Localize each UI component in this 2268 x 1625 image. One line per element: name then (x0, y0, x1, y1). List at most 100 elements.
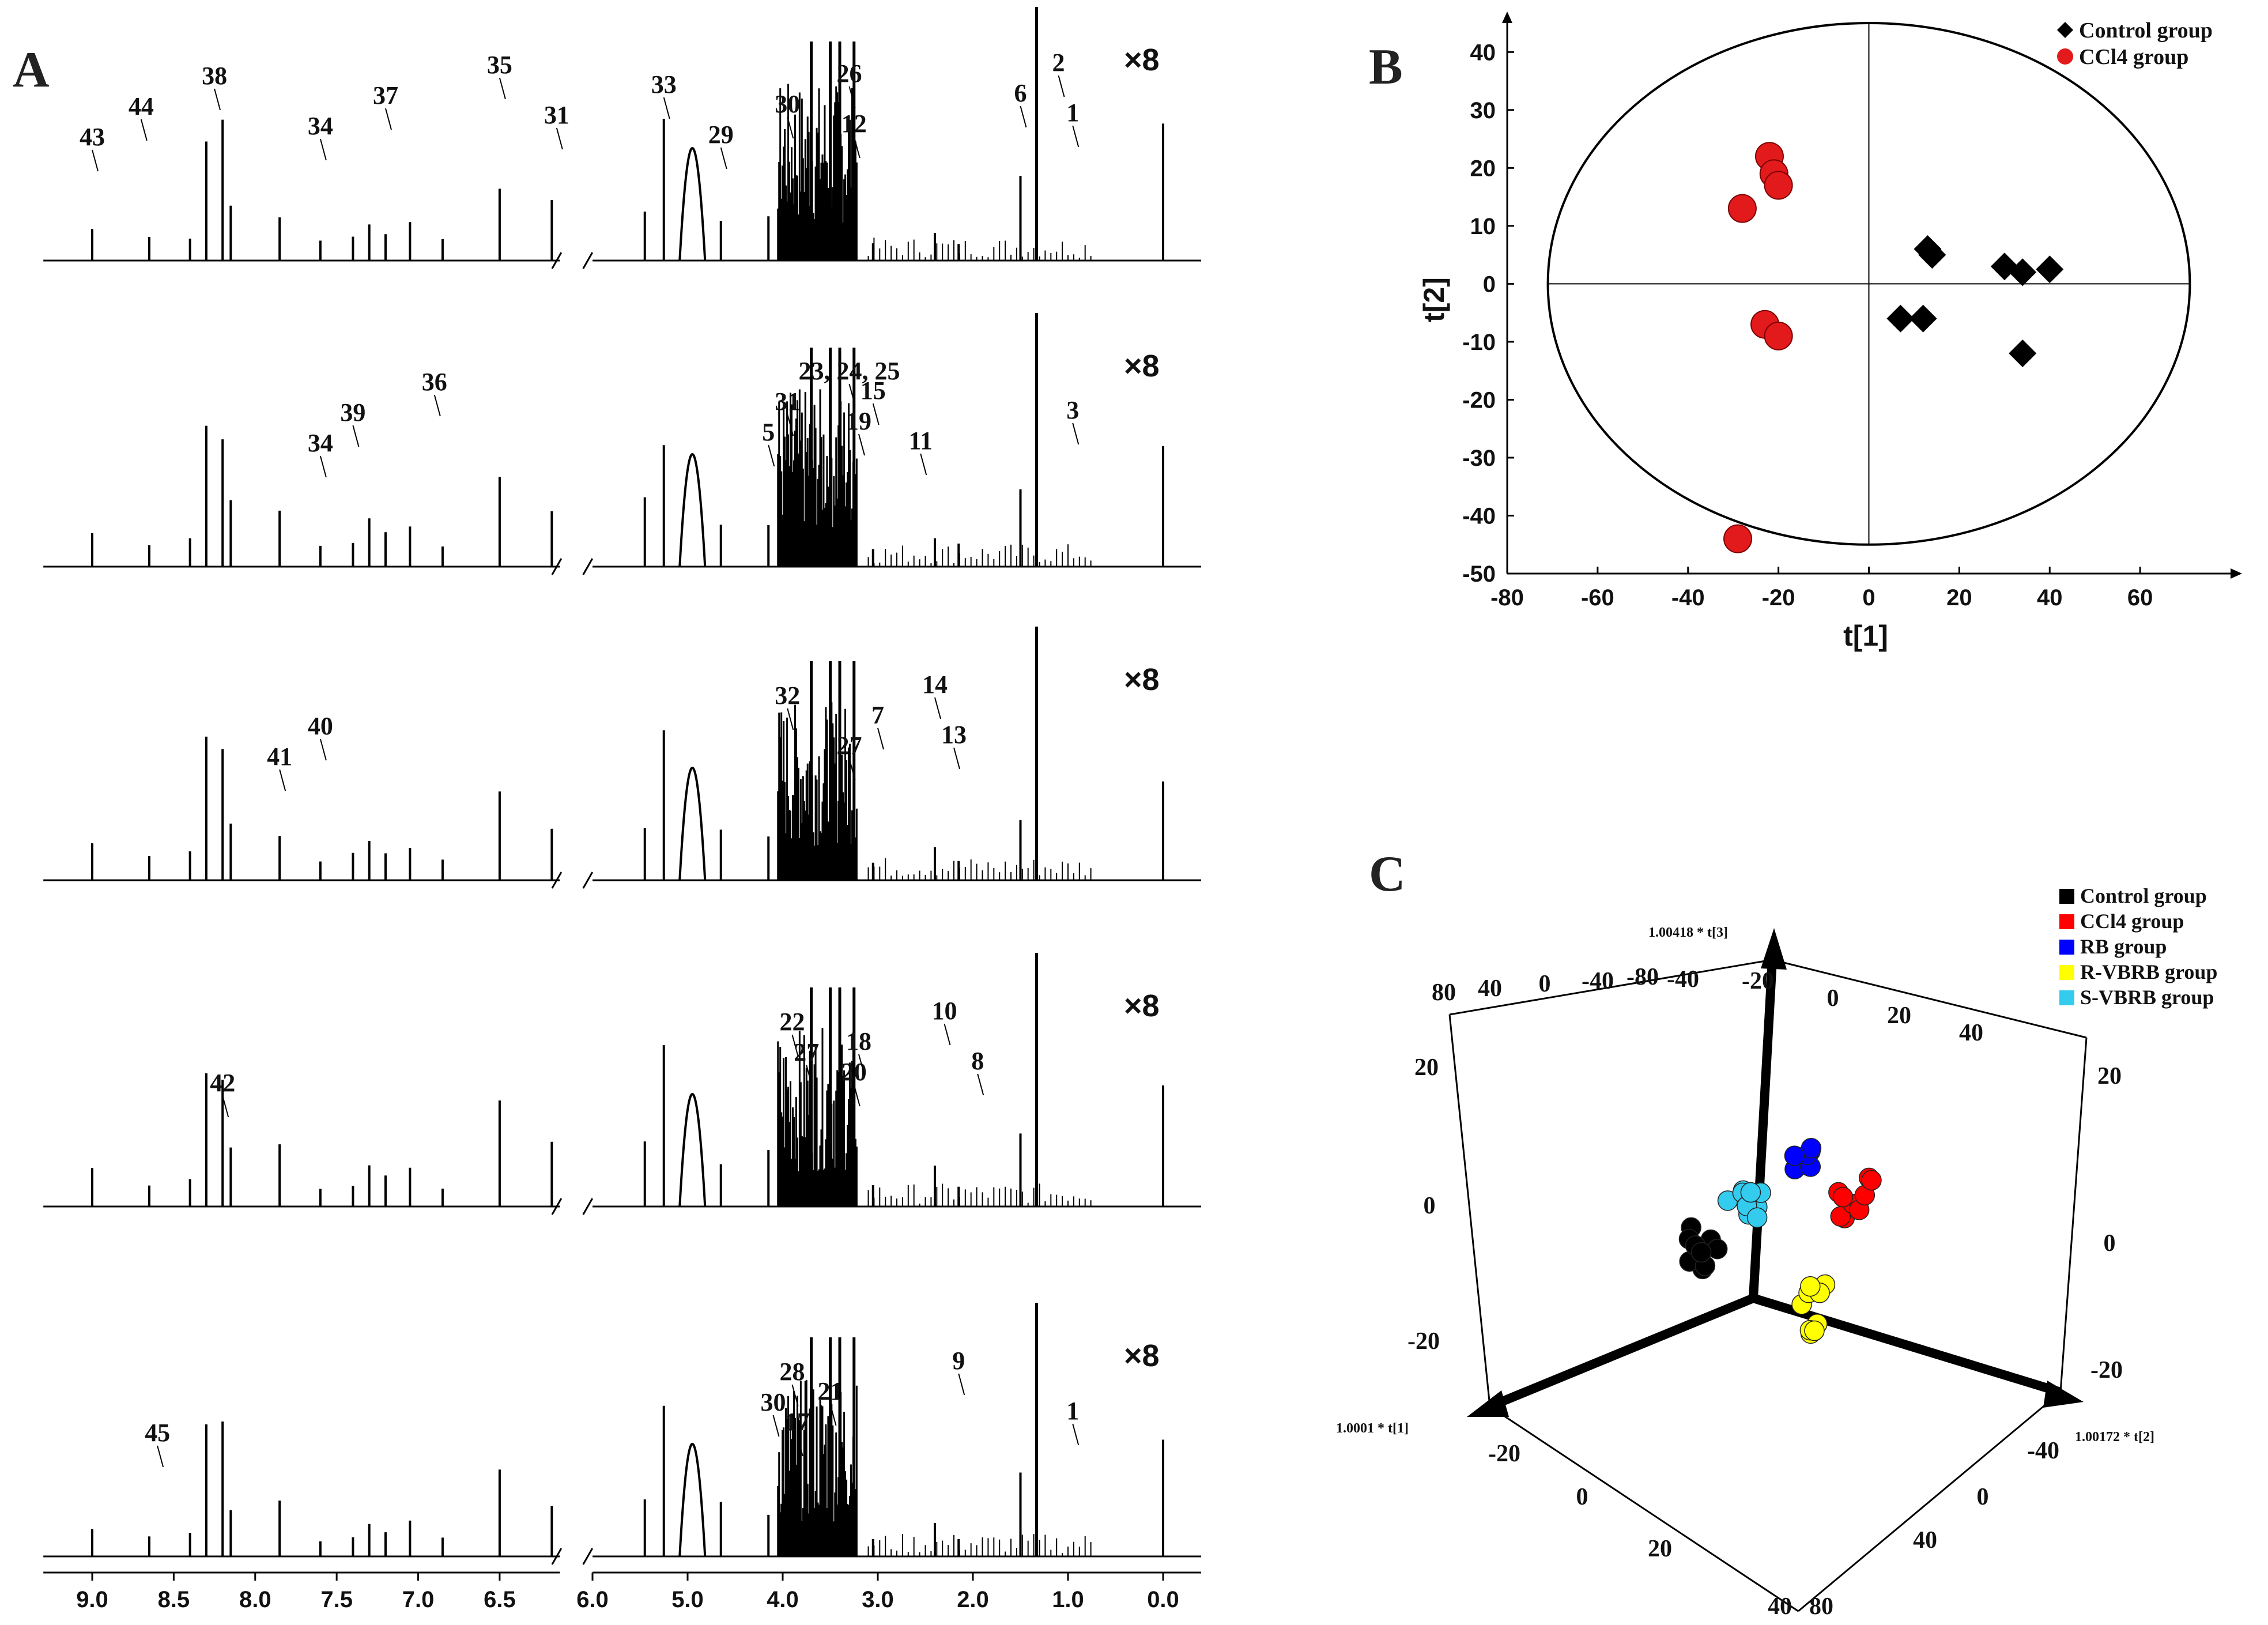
y-tick-label: 30 (1470, 98, 1496, 123)
peak-label: 10 (932, 997, 957, 1025)
water-peak (678, 1093, 707, 1207)
legend-swatch (2059, 965, 2074, 980)
peak-label: 35 (487, 51, 512, 79)
peak-label-leader (1072, 125, 1080, 148)
z-axis (1749, 959, 1777, 1299)
peak-label-leader (848, 86, 856, 108)
peak-label-leader (877, 727, 884, 750)
y-tick-label: -10 (1462, 330, 1496, 355)
peak-label: 33 (651, 70, 677, 99)
peak-label: 19 (846, 407, 871, 435)
peak-label: 36 (422, 368, 447, 396)
peak-label-leader (796, 1434, 803, 1457)
spectrum-trace: ×8 43 44 38 34 37 35 31 33 29 30 26 12 621 (43, 7, 1201, 269)
peak-label-leader (858, 1054, 865, 1076)
axis-break-mark (582, 252, 594, 269)
peak-label: 15 (861, 376, 886, 405)
ppm-tick-label: 3.0 (862, 1587, 894, 1612)
ppm-tick-label: 6.5 (484, 1587, 516, 1612)
peak-label: 43 (80, 123, 105, 151)
peak-label: 45 (145, 1419, 170, 1447)
axis-break-mark (551, 872, 563, 889)
tick-label: -80 (1627, 964, 1659, 990)
peak-label: 37 (373, 81, 398, 110)
legend-label: CCl4 group (2080, 910, 2184, 933)
peak-label-leader (787, 708, 794, 730)
peak-label-leader (977, 1073, 984, 1096)
scale-multiplier: ×8 (1124, 1339, 1160, 1373)
peak-label-leader (720, 147, 727, 169)
peak-label: 21 (818, 1377, 843, 1405)
peak-label-leader (1020, 105, 1027, 128)
peak-label: 38 (202, 62, 227, 90)
peak-label: 1 (1066, 99, 1079, 127)
water-peak (678, 767, 707, 881)
tick-label: 0 (1424, 1193, 1436, 1219)
x-axis-arrow-3d (1467, 1390, 1509, 1417)
peak-label-leader (791, 1034, 799, 1057)
peak-label-leader (853, 136, 861, 159)
tick-label: -40 (1582, 968, 1614, 994)
tick-label: -20 (1407, 1328, 1440, 1355)
tick-label: 0 (1576, 1484, 1588, 1510)
frame-line (2059, 1037, 2088, 1393)
peak-label-leader (556, 127, 563, 150)
axis-break-mark (582, 1198, 594, 1215)
peak-label-leader (433, 394, 441, 417)
scale-multiplier: ×8 (1124, 349, 1160, 383)
legend-label: RB group (2080, 935, 2167, 958)
y-tick-label: -30 (1462, 446, 1496, 471)
control-point (2009, 340, 2037, 367)
y-tick-label: -20 (1462, 387, 1496, 413)
tick-label: 40 (1478, 975, 1502, 1002)
z-axis-title: 1.00418 * t[3] (1648, 925, 1728, 940)
peak-label: 29 (708, 120, 734, 149)
peak-label-leader (214, 88, 221, 111)
y-tick-label: 10 (1470, 214, 1496, 239)
peak-label: 44 (129, 92, 154, 120)
peak-label: 27 (794, 1038, 819, 1066)
peak-label: 34 (308, 429, 333, 457)
peak-label: 8 (971, 1047, 984, 1075)
peak-label: 17 (784, 1408, 810, 1436)
cluster-point (1746, 1207, 1768, 1228)
x-tick-label: 0 (1862, 585, 1875, 610)
peak-label-leader (663, 97, 670, 119)
peak-label: 20 (841, 1058, 867, 1086)
tick-label: -20 (1488, 1441, 1520, 1467)
pca-score-plot: t[2] t[1] -80 -60 -40 -20 0 20 40 60 40 30 20 10 0 -1… (1418, 12, 2242, 652)
cluster-point (1784, 1145, 1805, 1166)
x-tick-label: 60 (2127, 585, 2153, 610)
peak-label-leader (279, 769, 286, 791)
cluster-point (1801, 1137, 1822, 1159)
peak-label: 31 (775, 387, 800, 416)
tick-label: 20 (1648, 1536, 1672, 1562)
legend-label: Control group (2080, 884, 2207, 907)
peak-label-leader (872, 403, 880, 425)
tick-label: 40 (1959, 1020, 1983, 1046)
peak-label-leader (319, 138, 327, 161)
legend-swatch (2059, 940, 2074, 955)
legend-label: Control group (2079, 18, 2213, 43)
legend-marker (2057, 22, 2073, 38)
legend-swatch (2059, 889, 2074, 904)
panel-label-a: A (13, 42, 50, 98)
peak-label-leader (848, 758, 856, 781)
tick-label: -40 (1667, 966, 1699, 993)
peak-label: 13 (941, 721, 967, 749)
x-axis-arrow (2231, 568, 2242, 579)
tick-label: 0 (2104, 1230, 2116, 1257)
peak-label-leader (853, 1084, 861, 1107)
peak-label-leader (140, 119, 148, 141)
peak-label-leader (157, 1445, 164, 1468)
peak-label: 26 (837, 59, 862, 88)
peak-label: 34 (308, 112, 333, 140)
y-axis-title: t[2] (1418, 277, 1450, 322)
peak-label: 42 (210, 1069, 235, 1097)
frame-line (1798, 1391, 2061, 1612)
tick-label: 40 (1913, 1527, 1937, 1554)
peak-label: 5 (762, 418, 775, 446)
